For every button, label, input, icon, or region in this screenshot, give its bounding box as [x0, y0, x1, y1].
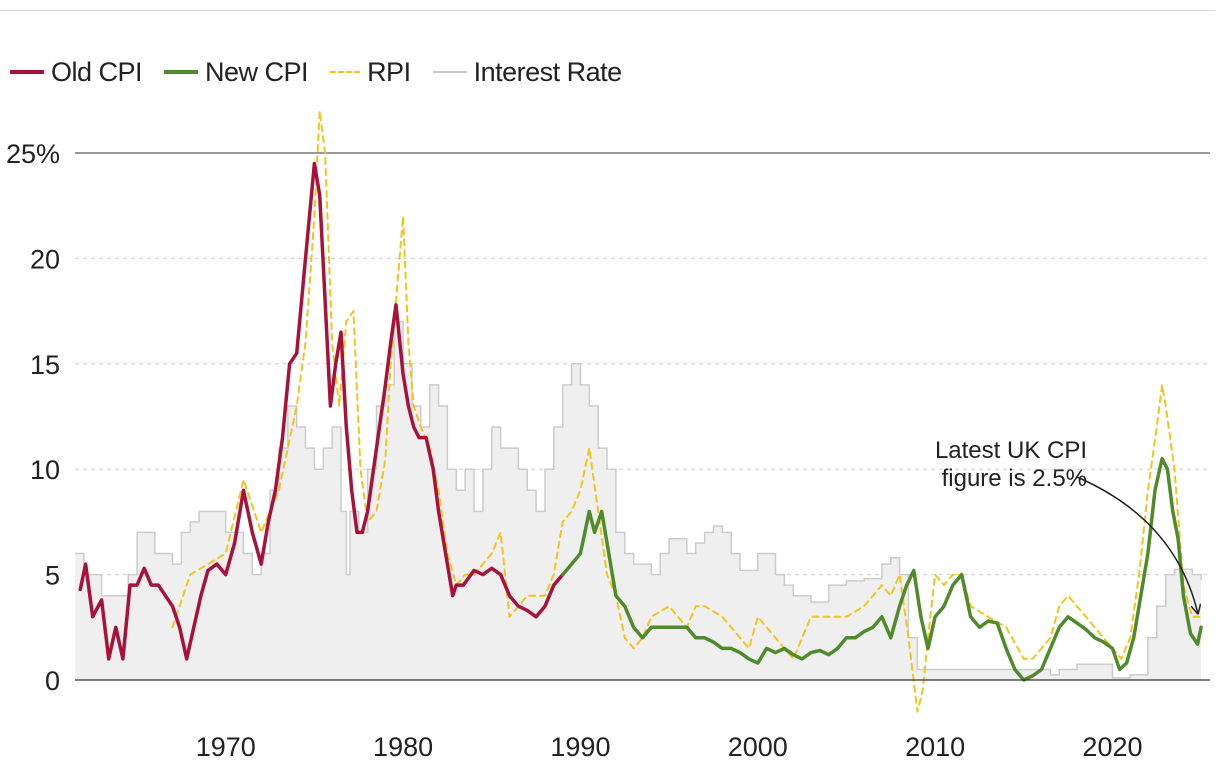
series-line-new-cpi [560, 456, 1203, 682]
interest-rate-area [75, 321, 1202, 680]
series-line-rpi [171, 109, 1203, 713]
x-tick-label-2010: 2010 [905, 732, 965, 762]
legend-item-rpi: RPI [330, 57, 411, 88]
series-layer [78, 109, 1203, 713]
legend-swatch-rpi [330, 71, 361, 73]
legend-item-interest-rate: Interest Rate [432, 56, 623, 88]
y-tick-label-5: 5 [45, 561, 60, 591]
x-tick-label-1980: 1980 [373, 732, 433, 762]
legend-label-rpi: RPI [367, 56, 411, 87]
legend-label-interest-rate: Interest Rate [473, 56, 623, 87]
annotation-text-line-1: Latest UK CPI [935, 437, 1087, 464]
legend-item-old-cpi: Old CPI [10, 56, 143, 88]
y-tick-label-20: 20 [30, 244, 60, 274]
interest-rate-area-layer [75, 320, 1202, 680]
y-tick-label-10: 10 [30, 455, 60, 485]
legend-label-old-cpi: Old CPI [51, 56, 143, 87]
legend-label-new-cpi: New CPI [205, 56, 309, 87]
x-tick-label-1970: 1970 [196, 732, 256, 762]
y-tick-label-15: 15 [30, 350, 60, 380]
chart-legend: Old CPI New CPI RPI Interest Rate [10, 52, 644, 92]
legend-swatch-interest-rate [432, 71, 467, 73]
legend-swatch-new-cpi [164, 70, 199, 74]
legend-item-new-cpi: New CPI [164, 56, 309, 88]
y-tick-label-25: 25% [6, 139, 60, 169]
top-divider [0, 10, 1215, 11]
series-line-old-cpi [78, 161, 565, 661]
x-tick-label-2020: 2020 [1082, 732, 1142, 762]
interest-rate-line [75, 320, 1202, 679]
axes: 25% 20 15 10 5 0 1970 1980 1990 2000 2010 2020 [6, 139, 1210, 762]
legend-swatch-old-cpi [10, 70, 44, 74]
x-tick-label-2000: 2000 [728, 732, 788, 762]
annotation-arrow [1076, 476, 1198, 613]
annotation-text-line-2: figure is 2.5% [942, 465, 1087, 492]
x-tick-label-1990: 1990 [550, 732, 610, 762]
y-tick-label-0: 0 [45, 666, 60, 696]
